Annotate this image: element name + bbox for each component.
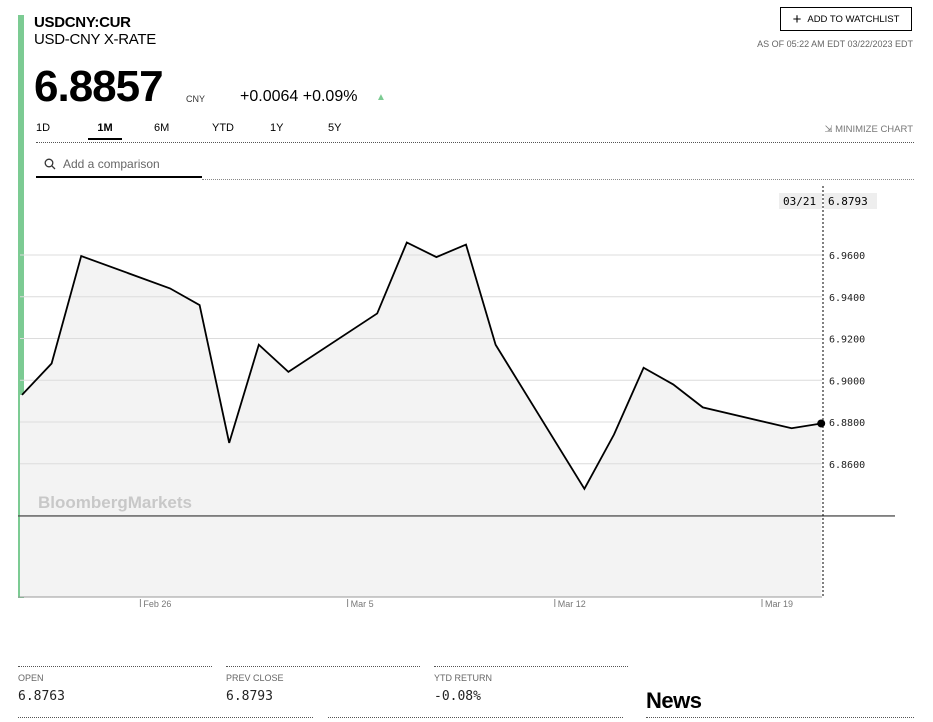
- plus-icon: +: [792, 10, 802, 28]
- comparison-search-input[interactable]: Add a comparison: [36, 152, 202, 178]
- search-icon: [44, 158, 56, 170]
- triangle-up-icon: ▲: [376, 92, 386, 103]
- change-value: +0.0064: [240, 88, 299, 105]
- accent-bar: [18, 15, 24, 598]
- divider: [328, 717, 623, 718]
- as-of-timestamp: AS OF 05:22 AM EDT 03/22/2023 EDT: [757, 39, 913, 49]
- add-to-watchlist-button[interactable]: + ADD TO WATCHLIST: [780, 7, 912, 31]
- tab-ytd[interactable]: YTD: [212, 122, 234, 134]
- tab-1d[interactable]: 1D: [36, 122, 51, 134]
- minimize-icon: ⇲: [824, 124, 833, 135]
- divider: [36, 142, 914, 143]
- divider: [18, 666, 212, 667]
- x-tick-label: Mar 12: [558, 599, 586, 609]
- divider: [18, 717, 313, 718]
- stat-label-open: OPEN: [18, 673, 44, 683]
- area-fill: [20, 242, 822, 597]
- stat-value-ytd-return: -0.08%: [434, 689, 481, 704]
- divider: [202, 179, 914, 180]
- last-point-marker: [817, 419, 826, 428]
- security-name: USD-CNY X-RATE: [34, 31, 156, 48]
- x-tick-label: Mar 5: [351, 599, 374, 609]
- y-tick-label: 6.9400: [829, 293, 865, 304]
- watermark-logo: BloombergMarkets: [38, 493, 192, 512]
- divider: [646, 717, 914, 718]
- y-tick-label: 6.9200: [829, 335, 865, 346]
- watchlist-label: ADD TO WATCHLIST: [807, 13, 900, 25]
- stat-label-ytd-return: YTD RETURN: [434, 673, 492, 683]
- y-tick-label: 6.8600: [829, 460, 865, 471]
- news-heading: News: [646, 688, 702, 713]
- divider: [226, 666, 420, 667]
- tab-5y[interactable]: 5Y: [328, 122, 342, 134]
- tab-1m[interactable]: 1M: [88, 122, 122, 140]
- price-line: [21, 241, 822, 491]
- stat-value-prev-close: 6.8793: [226, 689, 273, 704]
- tooltip-date-bg: [779, 193, 822, 209]
- tab-1y[interactable]: 1Y: [270, 122, 284, 134]
- tab-6m[interactable]: 6M: [154, 122, 170, 134]
- x-tick-label: Mar 19: [765, 599, 793, 609]
- price-change: +0.0064 +0.09%: [240, 88, 357, 106]
- price: 6.8857: [34, 62, 164, 111]
- tooltip-value-bg: [824, 193, 877, 209]
- tooltip-date: 03/21: [783, 195, 816, 208]
- divider: [434, 666, 628, 667]
- y-tick-label: 6.8800: [829, 418, 865, 429]
- y-tick-label: 6.9000: [829, 376, 865, 387]
- minimize-label: MINIMIZE CHART: [835, 124, 913, 135]
- change-percent: +0.09%: [302, 88, 358, 105]
- x-tick-label: Feb 26: [143, 599, 171, 609]
- stat-label-prev-close: PREV CLOSE: [226, 673, 284, 683]
- y-tick-label: 6.9600: [829, 251, 865, 262]
- currency: CNY: [186, 94, 206, 104]
- range-tabs: 1D 1M 6M YTD 1Y 5Y: [36, 122, 386, 140]
- price-chart[interactable]: 6.9600 6.9400 6.9200 6.9000 6.8800 6.8600 Bloo…: [0, 180, 933, 620]
- tooltip-value: 6.8793: [828, 195, 868, 208]
- ticker-symbol: USDCNY:CUR: [34, 14, 131, 31]
- stat-value-open: 6.8763: [18, 689, 65, 704]
- minimize-chart-button[interactable]: ⇲ MINIMIZE CHART: [824, 124, 913, 135]
- search-placeholder: Add a comparison: [63, 157, 160, 171]
